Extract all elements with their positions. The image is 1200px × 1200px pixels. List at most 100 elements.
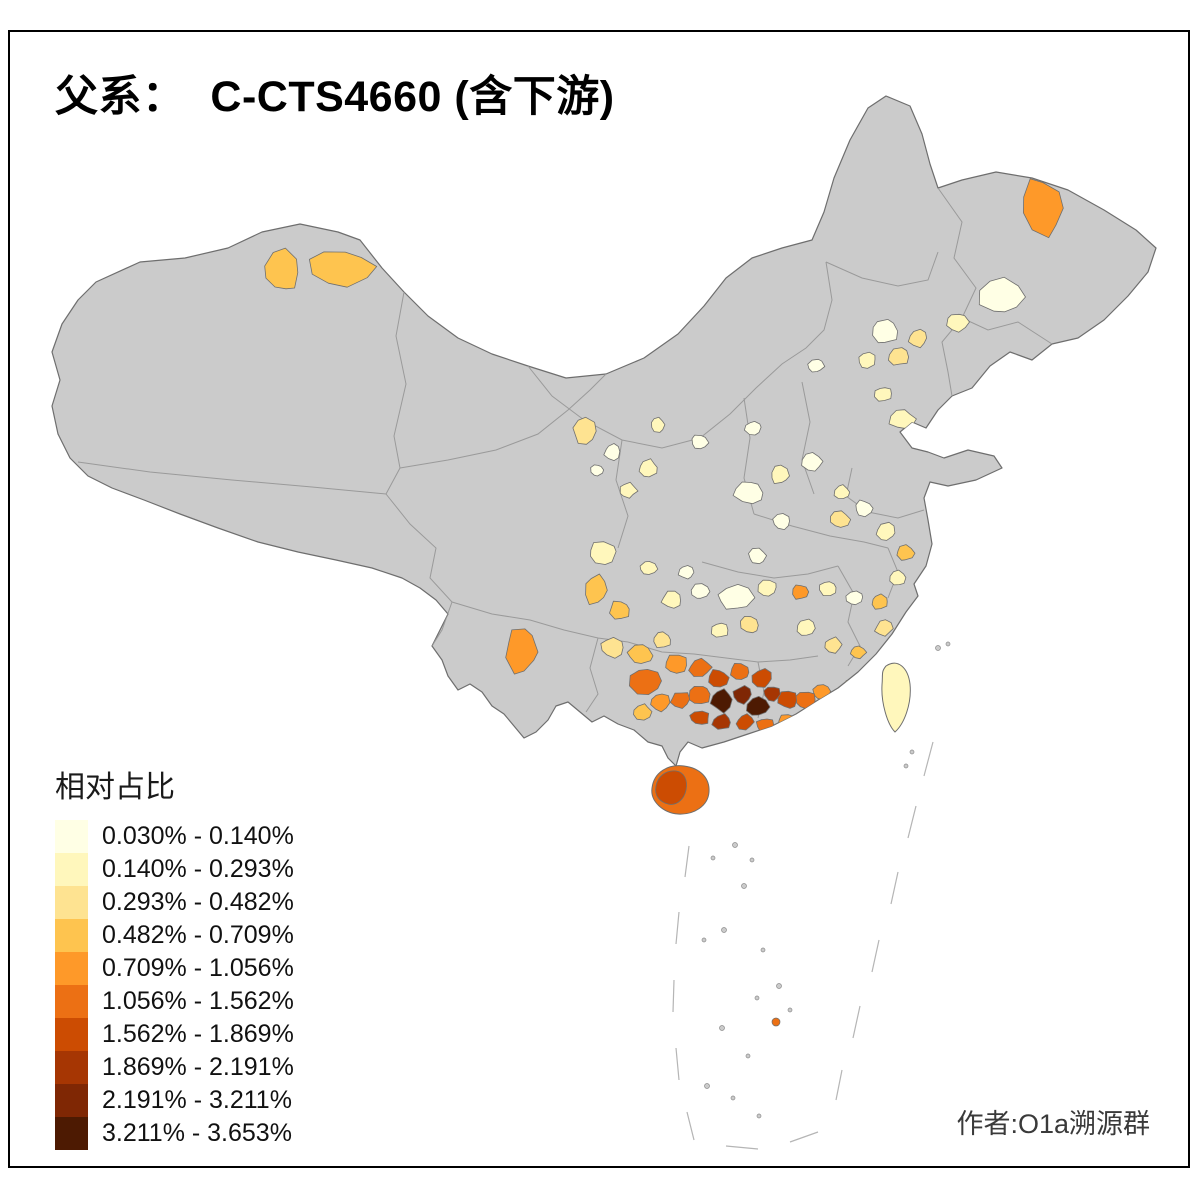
nine-dash-line bbox=[672, 741, 934, 1150]
map-region bbox=[850, 645, 868, 660]
map-region bbox=[946, 313, 970, 333]
map-region bbox=[746, 696, 771, 716]
map-region bbox=[572, 416, 597, 445]
map-region bbox=[689, 710, 710, 725]
map-region bbox=[875, 521, 896, 541]
legend-bin-label: 0.482% - 0.709% bbox=[102, 921, 294, 949]
map-region bbox=[626, 644, 654, 664]
map-region bbox=[896, 544, 916, 561]
map-region bbox=[639, 561, 659, 575]
legend-bin-label: 1.869% - 2.191% bbox=[102, 1053, 294, 1081]
legend-rows: 0.030% - 0.140% 0.140% - 0.293% 0.293% - 0… bbox=[55, 820, 294, 1150]
map-region bbox=[763, 686, 781, 702]
map-region bbox=[845, 590, 863, 606]
map-region bbox=[871, 593, 888, 610]
map-region bbox=[792, 584, 810, 600]
map-region bbox=[711, 622, 729, 638]
legend-bin-label: 0.709% - 1.056% bbox=[102, 954, 294, 982]
south-sea-islet-colored bbox=[771, 1017, 781, 1027]
map-region bbox=[874, 387, 892, 402]
legend-row: 1.869% - 2.191% bbox=[55, 1051, 294, 1084]
map-region bbox=[600, 637, 624, 659]
map-region bbox=[609, 600, 630, 620]
legend-bin-label: 1.562% - 1.869% bbox=[102, 1020, 294, 1048]
map-region bbox=[690, 583, 711, 599]
map-region bbox=[708, 669, 730, 688]
map-region bbox=[688, 686, 711, 704]
map-region bbox=[677, 565, 695, 580]
map-region bbox=[751, 668, 772, 688]
author-credit: 作者:O1a溯源群 bbox=[956, 1109, 1150, 1139]
map-region bbox=[732, 481, 764, 505]
legend-swatch bbox=[55, 820, 88, 853]
legend-bin-label: 0.030% - 0.140% bbox=[102, 822, 294, 850]
map-region bbox=[907, 328, 927, 349]
legend-row: 3.211% - 3.653% bbox=[55, 1117, 294, 1150]
legend-swatch bbox=[55, 1117, 88, 1150]
map-region bbox=[717, 584, 756, 610]
legend-swatch bbox=[55, 1051, 88, 1084]
map-title: 父系： C-CTS4660 (含下游) bbox=[55, 73, 615, 121]
map-region bbox=[1023, 178, 1064, 239]
map-region bbox=[629, 669, 662, 695]
map-region bbox=[740, 616, 759, 634]
map-region bbox=[653, 631, 671, 648]
map-region bbox=[585, 573, 608, 605]
legend-title: 相对占比 bbox=[55, 771, 175, 804]
map-region bbox=[872, 318, 898, 344]
legend: 相对占比 0.030% - 0.140% 0.140% - 0.293% 0.293… bbox=[55, 762, 294, 1150]
map-region bbox=[651, 416, 666, 433]
legend-swatch bbox=[55, 853, 88, 886]
legend-swatch bbox=[55, 1084, 88, 1117]
map-region bbox=[874, 619, 894, 637]
legend-row: 0.709% - 1.056% bbox=[55, 952, 294, 985]
map-region bbox=[691, 434, 710, 450]
map-region bbox=[855, 499, 874, 518]
map-region bbox=[638, 458, 658, 478]
legend-row: 0.293% - 0.482% bbox=[55, 886, 294, 919]
legend-row: 0.140% - 0.293% bbox=[55, 853, 294, 886]
legend-row: 0.482% - 0.709% bbox=[55, 919, 294, 952]
map-region bbox=[799, 709, 818, 726]
map-region bbox=[824, 636, 843, 654]
map-region bbox=[669, 692, 691, 709]
map-region bbox=[830, 510, 852, 528]
legend-swatch bbox=[55, 919, 88, 952]
map-region bbox=[858, 351, 876, 369]
legend-row: 1.562% - 1.869% bbox=[55, 1018, 294, 1051]
map-region bbox=[732, 685, 752, 705]
map-region bbox=[801, 452, 824, 472]
map-region bbox=[633, 703, 653, 721]
legend-swatch bbox=[55, 952, 88, 985]
legend-row: 0.030% - 0.140% bbox=[55, 820, 294, 853]
taiwan-island bbox=[881, 662, 911, 733]
legend-row: 2.191% - 3.211% bbox=[55, 1084, 294, 1117]
map-region bbox=[590, 464, 604, 477]
legend-swatch bbox=[55, 886, 88, 919]
map-region bbox=[888, 347, 909, 366]
map-region bbox=[660, 590, 681, 609]
map-region bbox=[978, 276, 1026, 313]
legend-bin-label: 2.191% - 3.211% bbox=[102, 1086, 292, 1114]
map-region bbox=[590, 541, 617, 565]
legend-bin-label: 0.140% - 0.293% bbox=[102, 855, 294, 883]
sea-islets bbox=[701, 641, 951, 1119]
map-region bbox=[777, 714, 797, 732]
map-region bbox=[796, 618, 816, 636]
map-region bbox=[709, 688, 733, 714]
legend-swatch bbox=[55, 985, 88, 1018]
map-region bbox=[777, 690, 797, 709]
map-region bbox=[650, 693, 671, 713]
map-region bbox=[730, 663, 750, 680]
map-region bbox=[915, 428, 932, 443]
map-region bbox=[771, 464, 790, 485]
map-region bbox=[819, 581, 837, 596]
map-region bbox=[603, 443, 621, 462]
legend-bin-label: 0.293% - 0.482% bbox=[102, 888, 294, 916]
legend-row: 1.056% - 1.562% bbox=[55, 985, 294, 1018]
map-region bbox=[665, 654, 687, 674]
hainan-west-region bbox=[655, 770, 687, 805]
map-region bbox=[735, 713, 755, 731]
